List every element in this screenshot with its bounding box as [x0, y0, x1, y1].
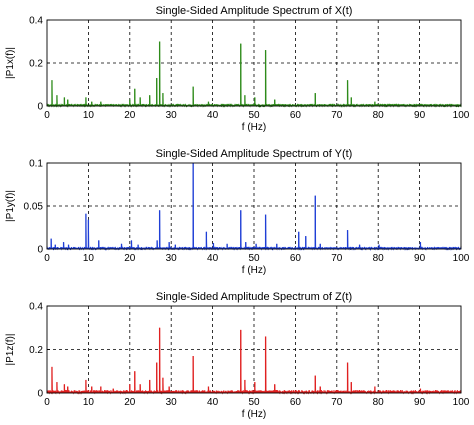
axes-frame [46, 19, 462, 107]
chart-panel-y: 0 10 20 30 40 50 60 70 80 90 100 0 0.05 0.1 Single-Sid… [5, 148, 470, 276]
x-tick-label: 30 [166, 253, 178, 264]
x-tick-label: 60 [290, 110, 302, 121]
y-tick-label: 0.1 [29, 159, 43, 170]
y-tick-label: 0 [37, 245, 43, 256]
y-tick-label: 0.4 [29, 16, 43, 27]
x-tick-label: 100 [453, 253, 470, 264]
y-tick-label: 0.2 [29, 345, 43, 356]
x-tick-label: 40 [207, 397, 219, 408]
y-tick-label: 0 [37, 389, 43, 400]
x-tick-label: 70 [331, 397, 343, 408]
x-tick-label: 30 [166, 397, 178, 408]
x-tick-label: 100 [453, 110, 470, 121]
x-tick-label: 60 [290, 397, 302, 408]
y-tick-label: 0.05 [24, 202, 44, 213]
x-tick-label: 50 [248, 253, 260, 264]
x-tick-label: 80 [373, 110, 385, 121]
x-tick-label: 30 [166, 110, 178, 121]
x-tick-label: 20 [124, 397, 136, 408]
y-tick-label: 0 [37, 102, 43, 113]
x-tick-label: 100 [453, 397, 470, 408]
x-tick-label: 60 [290, 253, 302, 264]
x-tick-label: 70 [331, 110, 343, 121]
x-axis-label: f (Hz) [242, 265, 266, 276]
x-tick-label: 80 [373, 397, 385, 408]
chart-title: Single-Sided Amplitude Spectrum of Z(t) [156, 291, 352, 303]
spectrum-series-x [46, 41, 462, 108]
chart-title: Single-Sided Amplitude Spectrum of X(t) [156, 5, 353, 17]
x-tick-label: 40 [207, 253, 219, 264]
x-tick-label: 90 [414, 253, 426, 264]
x-tick-label: 50 [248, 110, 260, 121]
x-tick-label: 80 [373, 253, 385, 264]
x-axis-label: f (Hz) [242, 409, 266, 420]
axes-frame [46, 162, 462, 250]
x-tick-label: 0 [44, 110, 50, 121]
x-tick-label: 10 [83, 253, 95, 264]
x-tick-label: 40 [207, 110, 219, 121]
spectrum-series-z [46, 327, 462, 395]
y-tick-label: 0.2 [29, 59, 43, 70]
x-axis-label: f (Hz) [242, 122, 266, 133]
x-tick-label: 20 [124, 253, 136, 264]
chart-panel-x: 0 10 20 30 40 50 60 70 80 90 100 0 0.2 0.4 Single-Side… [5, 5, 470, 133]
chart-panel-z: 0 10 20 30 40 50 60 70 80 90 100 0 0.2 0.4 Single-Side… [5, 291, 470, 420]
y-axis-label: |P1z(f)| [5, 334, 16, 366]
y-axis-label: |P1x(f)| [5, 47, 16, 79]
x-tick-label: 90 [414, 397, 426, 408]
axes-frame [46, 305, 462, 394]
y-tick-label: 0.4 [29, 302, 43, 313]
x-tick-label: 10 [83, 110, 95, 121]
x-tick-label: 90 [414, 110, 426, 121]
x-tick-label: 50 [248, 397, 260, 408]
x-tick-label: 10 [83, 397, 95, 408]
chart-title: Single-Sided Amplitude Spectrum of Y(t) [156, 148, 353, 160]
x-tick-label: 70 [331, 253, 343, 264]
x-tick-label: 0 [44, 397, 50, 408]
x-tick-label: 0 [44, 253, 50, 264]
x-tick-label: 20 [124, 110, 136, 121]
y-axis-label: |P1y(f)| [5, 190, 16, 222]
